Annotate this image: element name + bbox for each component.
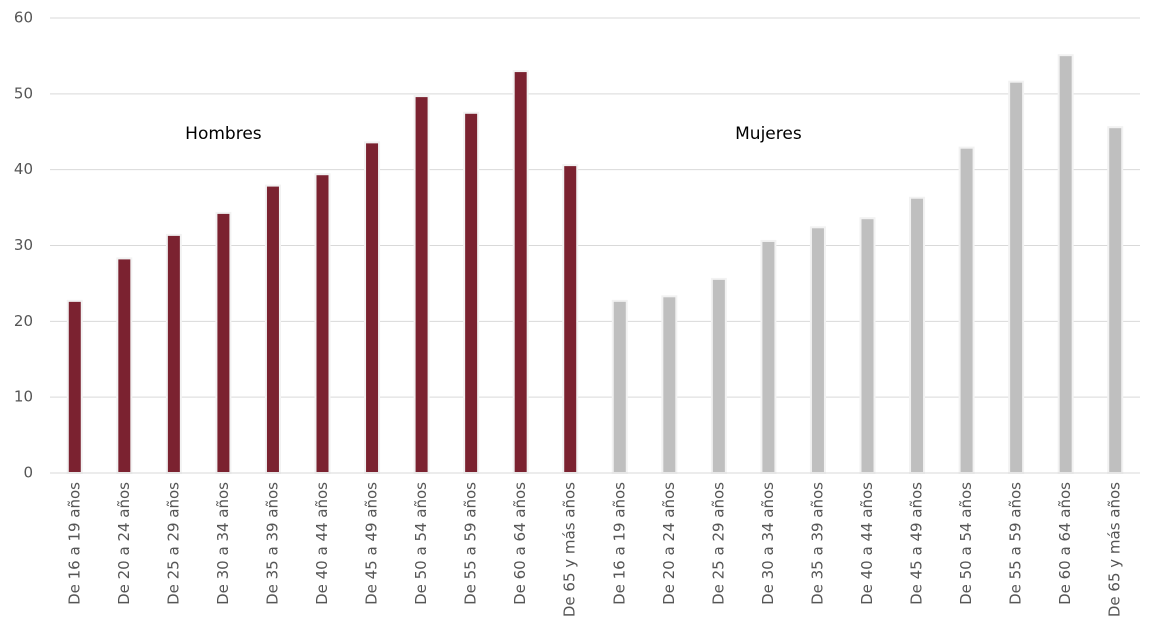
y-tick-label: 60 [14,9,33,27]
y-tick-label: 10 [14,388,33,406]
bar [264,184,281,474]
y-tick-label: 30 [14,236,33,254]
bar [1008,80,1025,474]
y-tick-label: 0 [23,464,33,482]
bar [413,95,430,474]
x-tick-label: De 45 a 49 años [908,482,926,605]
bar [314,173,331,474]
bar [958,146,975,475]
x-tick-label: De 50 a 54 años [957,482,975,605]
x-tick-label: De 40 a 44 años [313,482,331,605]
x-tick-label: De 60 a 64 años [511,482,529,605]
bar [710,277,727,474]
bar [116,257,133,474]
bar [909,196,926,474]
x-tick-label: De 65 y más años [1106,482,1124,617]
x-tick-label: De 65 y más años [561,482,579,617]
bar [1057,54,1074,475]
x-tick-label: De 55 a 59 años [1007,482,1025,605]
y-tick-label: 20 [14,312,33,330]
bar [1107,126,1124,474]
bar [165,233,182,474]
x-tick-label: De 30 a 34 años [759,482,777,605]
bar [512,70,529,474]
y-tick-label: 40 [14,160,33,178]
bar [760,239,777,474]
x-tick-label: De 40 a 44 años [858,482,876,605]
bar [859,217,876,474]
x-tick-label: De 55 a 59 años [462,482,480,605]
x-tick-label: De 25 a 29 años [164,482,182,605]
bar [215,211,232,474]
bar [463,111,480,475]
x-tick-label: De 16 a 19 años [65,482,83,605]
x-tick-label: De 25 a 29 años [709,482,727,605]
x-tick-label: De 16 a 19 años [610,482,628,605]
series-label: Mujeres [735,124,802,144]
bar [364,141,381,474]
x-tick-label: De 35 a 39 años [808,482,826,605]
series-label: Hombres [185,124,262,144]
x-tick-label: De 20 a 24 años [115,482,133,605]
x-tick-label: De 60 a 64 años [1056,482,1074,605]
x-tick-label: De 20 a 24 años [660,482,678,605]
y-tick-label: 50 [14,84,33,102]
bar [809,226,826,474]
bar [562,164,579,474]
x-tick-label: De 45 a 49 años [363,482,381,605]
bar [661,295,678,474]
x-tick-label: De 30 a 34 años [214,482,232,605]
bar [611,299,628,474]
bar [66,299,83,474]
x-tick-label: De 35 a 39 años [263,482,281,605]
x-tick-label: De 50 a 54 años [412,482,430,605]
